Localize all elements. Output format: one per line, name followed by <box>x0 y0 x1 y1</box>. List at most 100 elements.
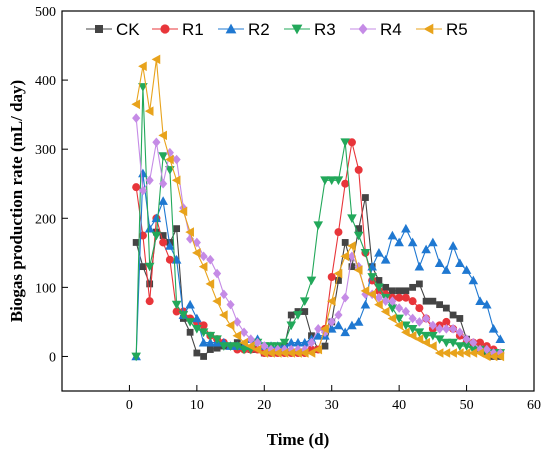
data-point-r4 <box>213 268 222 279</box>
data-point-r5 <box>272 348 282 358</box>
data-point-ck <box>355 225 363 233</box>
legend-item-r3: R3 <box>284 20 336 39</box>
data-point-r5 <box>434 348 444 358</box>
data-point-ck <box>409 283 417 291</box>
data-point-ck <box>193 349 201 357</box>
data-point-r4 <box>374 292 383 303</box>
data-point-r4 <box>314 324 323 334</box>
data-point-r2 <box>165 241 175 250</box>
data-point-r4 <box>152 137 161 148</box>
data-point-r5 <box>441 348 451 358</box>
data-point-r4 <box>395 303 404 313</box>
x-tick-label: 20 <box>257 398 271 413</box>
data-point-r4 <box>239 327 249 338</box>
data-point-r4 <box>422 313 431 324</box>
data-point-r5 <box>482 351 491 362</box>
data-point-r2 <box>488 324 499 333</box>
data-point-ck <box>301 308 309 315</box>
legend-marker-r5 <box>423 23 434 35</box>
data-point-r3 <box>441 338 452 348</box>
data-point-r5 <box>212 296 221 306</box>
data-point-r5 <box>468 348 478 358</box>
axis-ticks: 0 10 20 30 40 50 60 0 100 200 300 400 500 <box>35 5 541 413</box>
data-point-r3 <box>306 276 317 286</box>
data-point-r4 <box>401 306 410 317</box>
data-point-r5 <box>138 61 147 72</box>
data-point-r3 <box>131 352 141 362</box>
series-r5 <box>131 54 505 362</box>
legend-label-r3: R3 <box>314 20 336 39</box>
data-point-ck <box>287 311 295 319</box>
data-point-ck <box>213 344 221 352</box>
data-point-r5 <box>286 348 296 358</box>
data-point-r3 <box>299 297 310 306</box>
y-tick-label: 0 <box>49 350 56 365</box>
y-tick-label: 200 <box>35 212 56 227</box>
data-point-r5 <box>246 341 255 351</box>
data-point-r1 <box>327 273 336 281</box>
x-tick-label: 50 <box>460 398 474 413</box>
data-point-r2 <box>401 223 411 233</box>
data-point-r3 <box>205 331 216 341</box>
data-point-r2 <box>468 275 479 285</box>
data-point-r2 <box>394 237 404 247</box>
data-point-r4 <box>469 337 478 348</box>
data-point-r2 <box>205 337 216 347</box>
data-point-r4 <box>132 113 141 123</box>
legend-item-r4: R4 <box>350 20 402 39</box>
legend-label-ck: CK <box>116 20 140 39</box>
data-point-r3 <box>313 221 324 230</box>
data-point-r5 <box>488 351 498 362</box>
data-point-r3 <box>144 262 155 272</box>
x-tick-label: 10 <box>190 398 204 413</box>
data-point-r2 <box>192 313 202 323</box>
data-point-ck <box>395 287 403 295</box>
data-point-r3 <box>347 214 357 224</box>
data-point-ck <box>159 232 167 239</box>
data-point-ck <box>456 315 464 322</box>
data-point-r5 <box>347 241 356 251</box>
data-point-r5 <box>401 327 410 338</box>
data-point-r1 <box>159 238 168 247</box>
data-point-r5 <box>313 344 323 355</box>
data-point-r2 <box>448 241 458 250</box>
data-point-r3 <box>232 342 243 351</box>
data-point-r5 <box>367 289 377 300</box>
data-point-r5 <box>232 330 242 341</box>
data-point-r5 <box>380 306 390 317</box>
series-line-r5 <box>135 59 501 358</box>
data-point-ck <box>132 239 140 246</box>
data-point-r5 <box>279 348 289 358</box>
data-point-ck <box>173 225 181 233</box>
data-point-r4 <box>219 289 228 300</box>
data-point-r2 <box>347 320 357 330</box>
data-point-ck <box>442 304 450 312</box>
data-point-ck <box>200 353 207 360</box>
data-point-r4 <box>145 175 154 186</box>
data-point-r1 <box>395 293 404 302</box>
data-point-r3 <box>326 176 337 186</box>
data-point-r4 <box>327 317 336 327</box>
data-point-r4 <box>159 178 168 189</box>
data-point-ck <box>335 277 342 284</box>
data-point-r5 <box>353 265 363 275</box>
data-point-r3 <box>320 176 330 186</box>
legend-marker-r2 <box>225 23 237 34</box>
legend-item-r5: R5 <box>416 20 468 39</box>
x-axis-title: Time (d) <box>267 430 330 449</box>
data-point-r5 <box>394 320 403 331</box>
data-point-r2 <box>421 244 431 254</box>
data-point-ck <box>206 346 214 353</box>
data-point-r3 <box>185 318 195 327</box>
data-point-r5 <box>340 251 350 262</box>
data-point-r5 <box>252 344 262 355</box>
data-point-r1 <box>442 317 451 326</box>
data-point-r2 <box>461 265 472 274</box>
data-point-r1 <box>347 138 356 147</box>
data-point-r5 <box>448 348 457 358</box>
data-point-r5 <box>320 324 329 334</box>
data-point-r2 <box>380 254 391 264</box>
x-tick-label: 60 <box>527 398 541 413</box>
data-point-r3 <box>293 311 303 320</box>
data-point-r2 <box>158 196 168 205</box>
